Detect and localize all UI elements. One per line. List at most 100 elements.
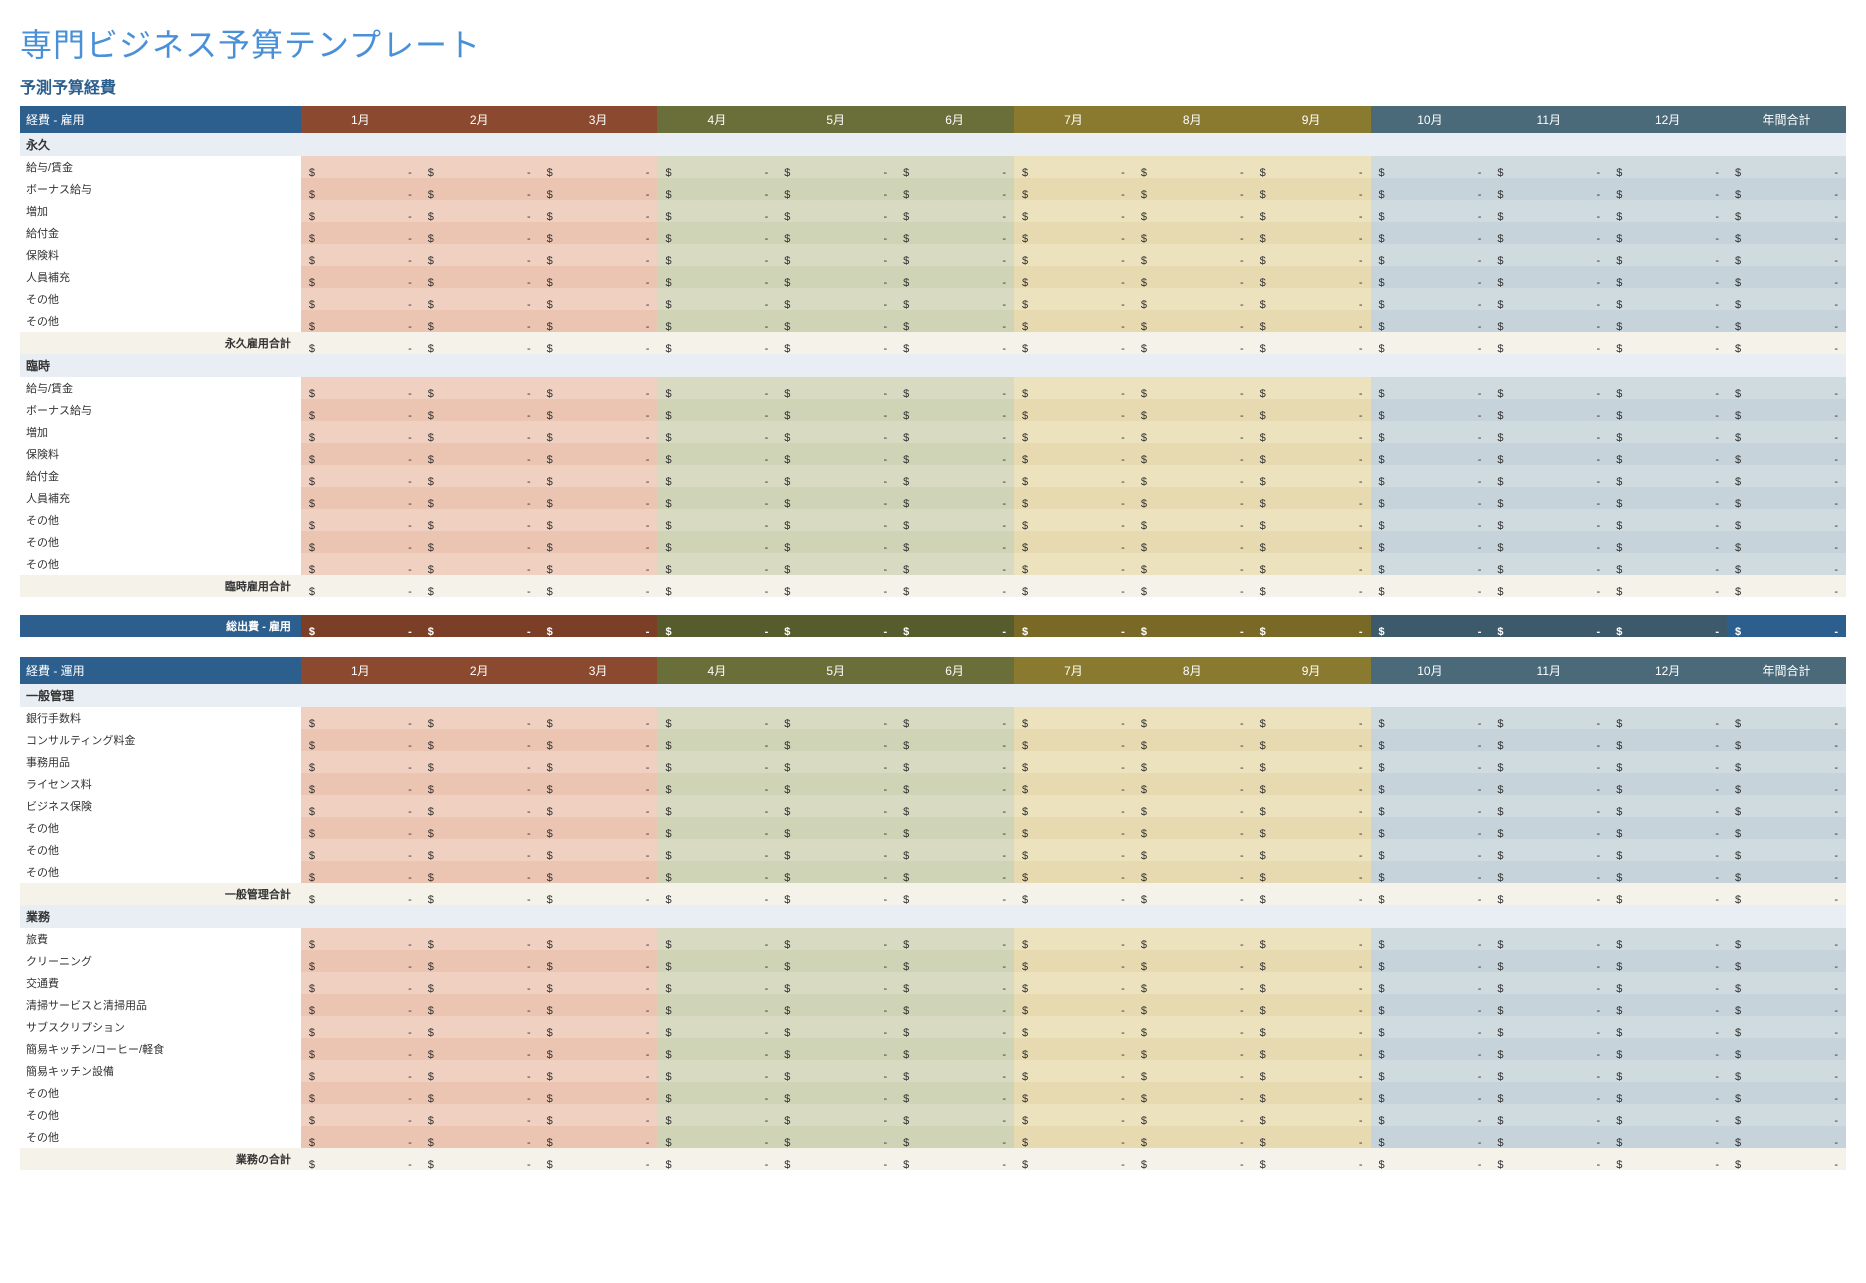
money-cell[interactable]: $- (895, 244, 1014, 266)
money-cell[interactable]: $- (1489, 399, 1608, 421)
money-cell[interactable]: $- (1014, 178, 1133, 200)
money-cell[interactable]: $- (420, 729, 539, 751)
money-cell[interactable]: $- (1014, 1038, 1133, 1060)
money-cell[interactable]: $- (1252, 156, 1371, 178)
money-cell[interactable]: $- (539, 575, 658, 597)
money-cell[interactable]: $- (657, 575, 776, 597)
money-cell[interactable]: $- (1727, 465, 1846, 487)
money-cell[interactable]: $- (301, 156, 420, 178)
money-cell[interactable]: $- (1014, 950, 1133, 972)
money-cell[interactable]: $- (1252, 1148, 1371, 1170)
money-cell[interactable]: $- (420, 1038, 539, 1060)
money-cell[interactable]: $- (1371, 465, 1490, 487)
money-cell[interactable]: $- (301, 950, 420, 972)
money-cell[interactable]: $- (1727, 1148, 1846, 1170)
money-cell[interactable]: $- (1371, 509, 1490, 531)
money-cell[interactable]: $- (301, 465, 420, 487)
money-cell[interactable]: $- (420, 222, 539, 244)
money-cell[interactable]: $- (895, 1104, 1014, 1126)
money-cell[interactable]: $- (1371, 928, 1490, 950)
money-cell[interactable]: $- (301, 487, 420, 509)
money-cell[interactable]: $- (539, 972, 658, 994)
money-cell[interactable]: $- (301, 244, 420, 266)
money-cell[interactable]: $- (895, 266, 1014, 288)
money-cell[interactable]: $- (539, 509, 658, 531)
money-cell[interactable]: $- (1727, 729, 1846, 751)
money-cell[interactable]: $- (1252, 310, 1371, 332)
money-cell[interactable]: $- (301, 178, 420, 200)
money-cell[interactable]: $- (1608, 1126, 1727, 1148)
money-cell[interactable]: $- (1608, 200, 1727, 222)
money-cell[interactable]: $- (420, 487, 539, 509)
money-cell[interactable]: $- (1133, 222, 1252, 244)
money-cell[interactable]: $- (1252, 928, 1371, 950)
money-cell[interactable]: $- (539, 156, 658, 178)
money-cell[interactable]: $- (539, 1104, 658, 1126)
money-cell[interactable]: $- (895, 950, 1014, 972)
money-cell[interactable]: $- (1489, 1082, 1608, 1104)
money-cell[interactable]: $- (895, 443, 1014, 465)
money-cell[interactable]: $- (301, 332, 420, 354)
money-cell[interactable]: $- (301, 310, 420, 332)
money-cell[interactable]: $- (1133, 244, 1252, 266)
money-cell[interactable]: $- (895, 421, 1014, 443)
money-cell[interactable]: $- (657, 310, 776, 332)
money-cell[interactable]: $- (1727, 553, 1846, 575)
money-cell[interactable]: $- (1608, 1060, 1727, 1082)
money-cell[interactable]: $- (1252, 244, 1371, 266)
money-cell[interactable]: $- (420, 266, 539, 288)
money-cell[interactable]: $- (1489, 266, 1608, 288)
money-cell[interactable]: $- (1133, 465, 1252, 487)
money-cell[interactable]: $- (1608, 839, 1727, 861)
money-cell[interactable]: $- (776, 1104, 895, 1126)
money-cell[interactable]: $- (1608, 288, 1727, 310)
money-cell[interactable]: $- (1371, 1082, 1490, 1104)
money-cell[interactable]: $- (657, 1126, 776, 1148)
money-cell[interactable]: $- (1608, 972, 1727, 994)
money-cell[interactable]: $- (1727, 156, 1846, 178)
money-cell[interactable]: $- (657, 795, 776, 817)
money-cell[interactable]: $- (1252, 795, 1371, 817)
money-cell[interactable]: $- (301, 553, 420, 575)
money-cell[interactable]: $- (539, 1060, 658, 1082)
money-cell[interactable]: $- (539, 244, 658, 266)
money-cell[interactable]: $- (776, 950, 895, 972)
money-cell[interactable]: $- (420, 310, 539, 332)
money-cell[interactable]: $- (1371, 443, 1490, 465)
money-cell[interactable]: $- (1727, 751, 1846, 773)
money-cell[interactable]: $- (1608, 531, 1727, 553)
money-cell[interactable]: $- (1608, 795, 1727, 817)
money-cell[interactable]: $- (895, 707, 1014, 729)
money-cell[interactable]: $- (420, 795, 539, 817)
money-cell[interactable]: $- (1252, 465, 1371, 487)
money-cell[interactable]: $- (1727, 531, 1846, 553)
money-cell[interactable]: $- (1133, 994, 1252, 1016)
money-cell[interactable]: $- (1371, 751, 1490, 773)
money-cell[interactable]: $- (1371, 773, 1490, 795)
money-cell[interactable]: $- (1133, 399, 1252, 421)
money-cell[interactable]: $- (301, 1016, 420, 1038)
money-cell[interactable]: $- (657, 178, 776, 200)
money-cell[interactable]: $- (1252, 1104, 1371, 1126)
money-cell[interactable]: $- (776, 288, 895, 310)
money-cell[interactable]: $- (1133, 1038, 1252, 1060)
money-cell[interactable]: $- (539, 994, 658, 1016)
money-cell[interactable]: $- (1252, 729, 1371, 751)
money-cell[interactable]: $- (1014, 883, 1133, 905)
money-cell[interactable]: $- (1489, 729, 1608, 751)
money-cell[interactable]: $- (1133, 817, 1252, 839)
money-cell[interactable]: $- (1489, 553, 1608, 575)
money-cell[interactable]: $- (1608, 399, 1727, 421)
money-cell[interactable]: $- (895, 817, 1014, 839)
money-cell[interactable]: $- (776, 244, 895, 266)
money-cell[interactable]: $- (1727, 266, 1846, 288)
money-cell[interactable]: $- (776, 443, 895, 465)
money-cell[interactable]: $- (301, 509, 420, 531)
money-cell[interactable]: $- (895, 531, 1014, 553)
money-cell[interactable]: $- (1371, 310, 1490, 332)
money-cell[interactable]: $- (301, 707, 420, 729)
money-cell[interactable]: $- (776, 1082, 895, 1104)
money-cell[interactable]: $- (539, 465, 658, 487)
money-cell[interactable]: $- (1252, 972, 1371, 994)
money-cell[interactable]: $- (1252, 222, 1371, 244)
